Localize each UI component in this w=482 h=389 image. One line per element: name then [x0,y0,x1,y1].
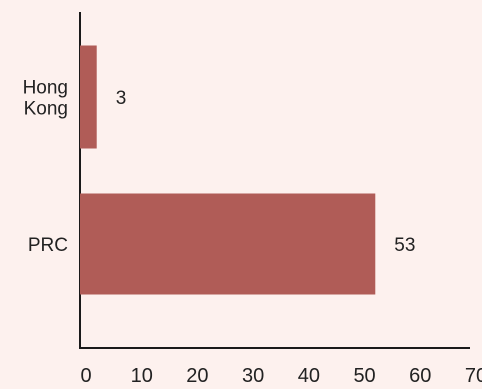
x-tick-labels: 0 10 20 30 40 50 60 70 [80,365,482,387]
value-label-prc: 53 [394,235,415,256]
x-tick-label-50: 50 [353,365,375,387]
x-tick-label-0: 0 [80,365,91,387]
value-labels: 3 53 [116,88,416,256]
x-tick-label-70: 70 [465,365,482,387]
bars-layer [80,45,376,295]
category-label-prc: PRC [28,235,68,256]
value-label-hong-kong: 3 [116,88,127,109]
x-tick-label-30: 30 [242,365,264,387]
category-label-hong-kong: Hong Kong [23,78,68,120]
bar-hong-kong [80,45,97,149]
x-tick-label-40: 40 [298,365,320,387]
x-tick-label-20: 20 [186,365,208,387]
x-tick-label-10: 10 [131,365,153,387]
bar-prc [80,193,376,295]
category-labels: Hong Kong PRC [23,78,68,257]
x-tick-label-60: 60 [409,365,431,387]
